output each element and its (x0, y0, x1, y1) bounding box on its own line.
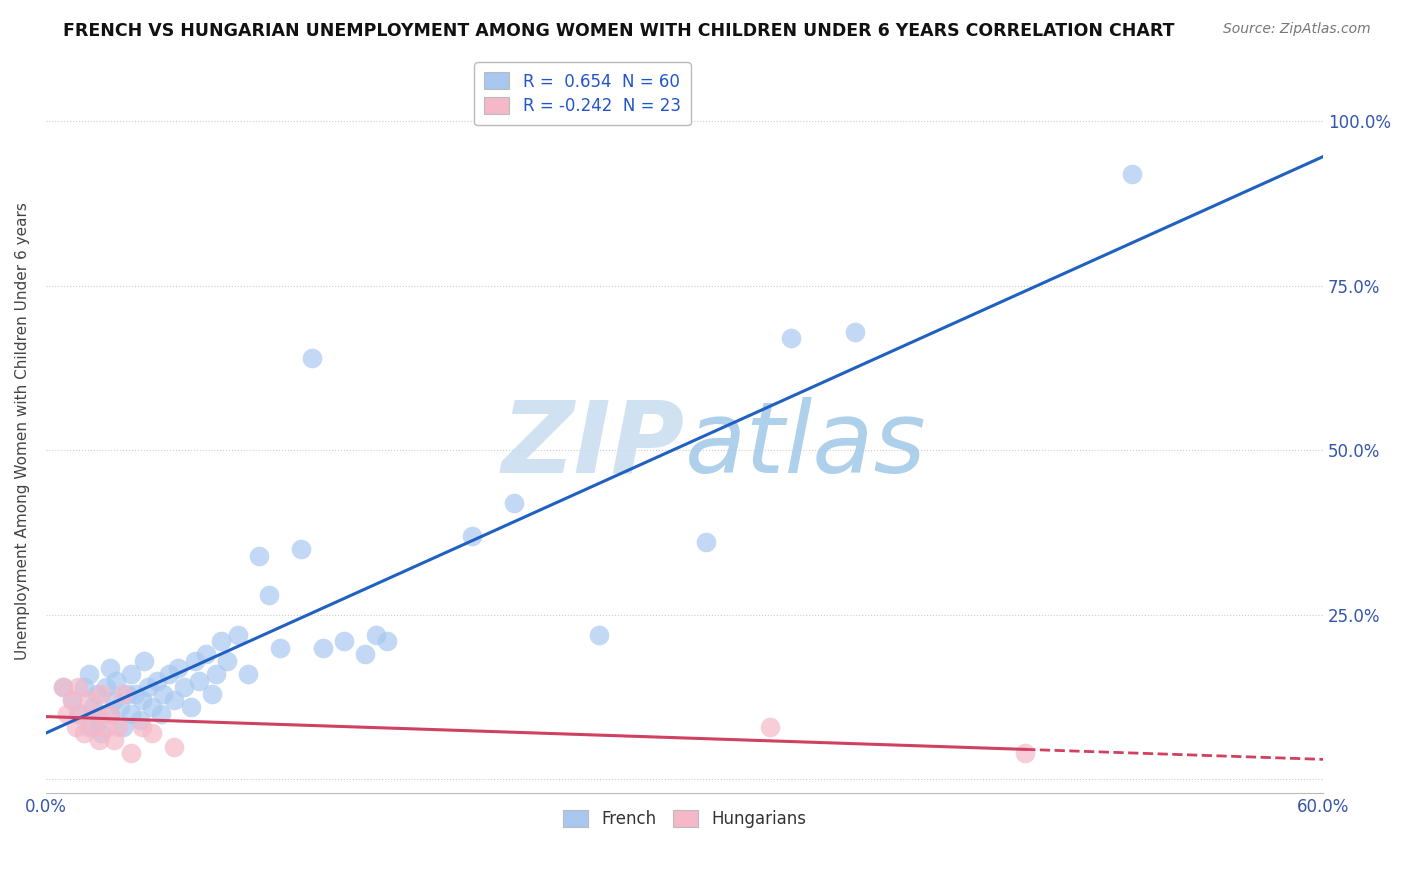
Point (1014, 746, 1036, 760)
Point (77, 720, 100, 734)
Point (77, 693, 100, 707)
Point (333, 634, 356, 648)
Point (56, 706, 79, 721)
Point (82, 720, 104, 734)
Point (209, 634, 232, 648)
Point (215, 654, 238, 668)
Point (73, 681, 96, 695)
Point (86, 706, 108, 721)
Point (131, 693, 153, 707)
Point (180, 700, 202, 714)
Point (132, 654, 155, 668)
Point (65, 720, 87, 734)
Point (77, 667, 100, 681)
Point (107, 720, 129, 734)
Text: Source: ZipAtlas.com: Source: ZipAtlas.com (1223, 22, 1371, 37)
Point (94, 681, 117, 695)
Point (844, 325, 866, 339)
Point (460, 529, 482, 543)
Legend: French, Hungarians: French, Hungarians (557, 804, 813, 835)
Point (503, 496, 526, 510)
Point (131, 720, 153, 734)
Point (163, 739, 186, 754)
Point (90, 726, 112, 740)
Point (141, 700, 163, 714)
Point (120, 706, 142, 721)
Point (111, 687, 134, 701)
Point (269, 640, 291, 655)
Point (201, 687, 224, 701)
Point (758, 720, 780, 734)
Point (98, 706, 121, 721)
Point (60, 693, 83, 707)
Point (103, 733, 125, 747)
Point (226, 628, 249, 642)
Point (1121, 167, 1143, 181)
Point (145, 673, 167, 688)
Point (695, 535, 717, 549)
Point (52, 681, 75, 695)
Point (124, 687, 146, 701)
Point (136, 681, 159, 695)
Point (301, 351, 323, 366)
Point (105, 673, 128, 688)
Point (163, 693, 186, 707)
Point (167, 660, 190, 674)
Point (82, 700, 104, 714)
Point (259, 588, 281, 602)
Point (173, 681, 195, 695)
Point (780, 331, 803, 345)
Point (184, 654, 207, 668)
Point (205, 667, 228, 681)
Point (120, 667, 142, 681)
Point (73, 726, 96, 740)
Point (69, 706, 91, 721)
Point (98, 660, 121, 674)
Point (66, 681, 89, 695)
Point (115, 687, 138, 701)
Text: atlas: atlas (685, 397, 927, 493)
Point (141, 726, 163, 740)
Point (110, 700, 132, 714)
Point (290, 542, 312, 557)
Point (354, 648, 377, 662)
Point (52, 681, 75, 695)
Y-axis label: Unemployment Among Women with Children Under 6 years: Unemployment Among Women with Children U… (15, 202, 30, 659)
Point (128, 713, 150, 727)
Point (111, 720, 134, 734)
Point (89, 713, 111, 727)
Point (89, 733, 111, 747)
Point (149, 706, 172, 721)
Point (238, 667, 260, 681)
Text: ZIP: ZIP (502, 397, 685, 493)
Point (159, 667, 181, 681)
Point (188, 673, 211, 688)
Point (103, 693, 125, 707)
Point (86, 687, 108, 701)
Point (588, 628, 610, 642)
Point (66, 706, 89, 721)
Point (312, 640, 335, 655)
Point (94, 720, 117, 734)
Point (60, 693, 83, 707)
Point (247, 549, 270, 563)
Point (194, 648, 217, 662)
Point (375, 634, 398, 648)
Point (120, 746, 142, 760)
Point (90, 687, 112, 701)
Point (98, 706, 121, 721)
Text: FRENCH VS HUNGARIAN UNEMPLOYMENT AMONG WOMEN WITH CHILDREN UNDER 6 YEARS CORRELA: FRENCH VS HUNGARIAN UNEMPLOYMENT AMONG W… (63, 22, 1175, 40)
Point (152, 687, 174, 701)
Point (364, 628, 387, 642)
